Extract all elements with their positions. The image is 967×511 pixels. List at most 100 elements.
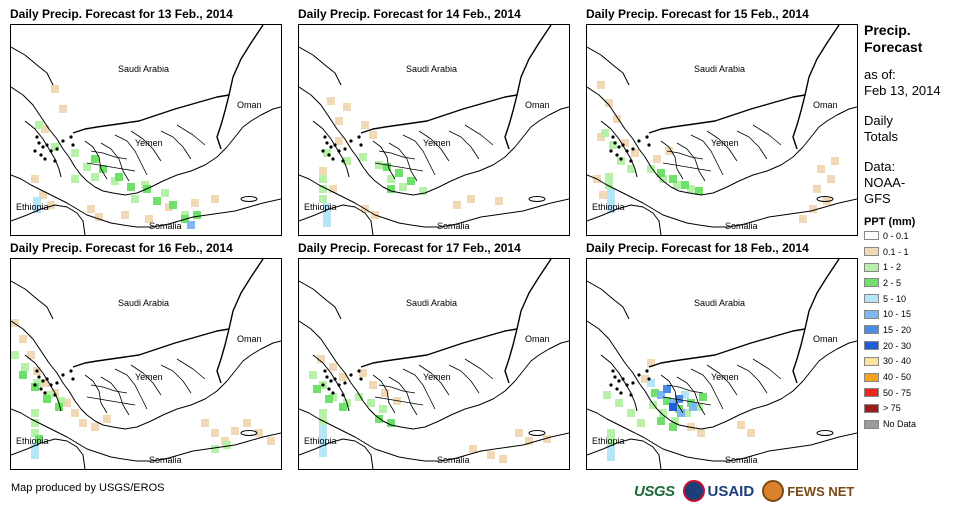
precip-cell [657,169,665,177]
legend-swatch [864,341,879,351]
boundary-line [660,374,684,414]
boundary-line [792,94,806,150]
boundary-line [448,130,480,160]
precip-cell [395,169,403,177]
boundary-line [228,259,264,330]
island-shape [71,143,75,147]
boundary-line [587,320,857,430]
precip-cell [605,173,613,181]
precip-cell [33,205,41,213]
precip-cell [649,401,657,409]
precip-cell [683,409,691,417]
boundary-line [587,408,857,462]
precip-cell [99,165,107,173]
legend-item: 10 - 15 [864,306,964,322]
boundary-line [402,134,436,176]
precip-cell [41,379,49,387]
asof-date: Feb 13, 2014 [864,83,941,98]
boundary-line [464,124,494,146]
precip-cell [809,205,817,213]
island-shape [625,149,629,153]
boundary-line [11,204,86,235]
precip-cell [31,419,39,427]
precip-cell [95,213,103,221]
precip-cell [599,191,607,199]
boundary-line [402,368,436,410]
precip-cell [381,389,389,397]
precip-cell [91,423,99,431]
island-shape [69,135,73,139]
island-shape [61,139,65,143]
boundary-line [374,396,424,406]
island-shape [39,153,43,157]
precip-cell [11,351,19,359]
boundary-line [736,364,768,394]
boundary-line [587,86,857,196]
island-shape [621,377,625,381]
island-shape [625,383,629,387]
legend-swatch [864,278,879,288]
precip-cell [27,351,35,359]
boundary-line [11,46,54,86]
precip-map [587,259,857,469]
boundary-line [666,384,704,394]
ppt-header: PPT (mm) [864,216,916,228]
precip-cell [607,445,615,453]
precip-map [11,25,281,235]
precip-cell [11,319,19,327]
island-shape [331,157,335,161]
island-shape [816,430,834,436]
precip-cell [697,429,705,437]
legend-item: 20 - 30 [864,338,964,354]
island-shape [39,387,43,391]
precip-cell [677,409,685,417]
precip-cell [145,215,153,223]
label-saudi-arabia: Saudi Arabia [118,298,170,308]
precip-cell [91,155,99,163]
precip-cell [515,429,523,437]
precip-cell [637,419,645,427]
precip-cell [499,455,507,463]
precip-cell [603,391,611,399]
boundary-line [752,124,782,146]
island-shape [55,147,59,151]
precip-cell [367,399,375,407]
label-ethiopia: Ethiopia [304,436,337,446]
island-shape [349,373,353,377]
precip-cell [55,403,63,411]
legend: Precip. Forecast as of: Feb 13, 2014 Dai… [864,22,964,432]
label-somalia: Somalia [149,455,182,465]
precip-cell [605,99,613,107]
island-shape [357,369,361,373]
legend-item: 30 - 40 [864,354,964,370]
label-ethiopia: Ethiopia [16,436,49,446]
precip-cell [621,139,629,147]
boundary-line [792,328,806,384]
legend-item: 15 - 20 [864,322,964,338]
island-shape [357,135,361,139]
label-somalia: Somalia [437,455,470,465]
island-shape [619,391,623,395]
boundary-line [464,358,494,380]
island-shape [33,383,37,387]
precip-cell [607,197,615,205]
boundary-line [90,150,128,160]
boundary-line [24,354,62,412]
precip-map [587,25,857,235]
precip-cell [319,409,327,417]
label-saudi-arabia: Saudi Arabia [406,64,458,74]
precip-cell [71,175,79,183]
island-shape [49,149,53,153]
precip-cell [43,395,51,403]
precip-cell [243,419,251,427]
boundary-line [374,162,424,172]
island-shape [337,149,341,153]
precip-cell [369,131,377,139]
precip-cell [657,417,665,425]
precip-cell [383,163,391,171]
boundary-line [676,142,706,182]
precip-cell [323,219,331,227]
precip-cell [71,149,79,157]
precip-cell [103,415,111,423]
precip-cell [51,85,59,93]
